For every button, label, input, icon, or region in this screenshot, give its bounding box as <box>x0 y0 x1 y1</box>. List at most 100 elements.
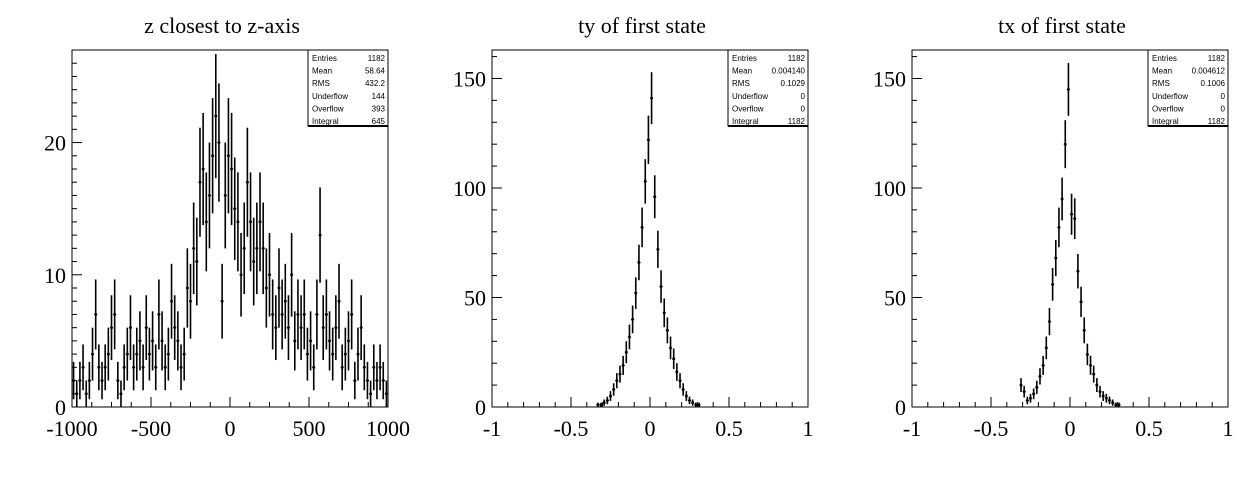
data-marker <box>201 167 205 171</box>
data-point <box>340 344 344 391</box>
data-point <box>1079 286 1083 318</box>
data-marker <box>107 352 110 356</box>
x-tick-label: 0.5 <box>715 416 743 441</box>
data-point <box>653 175 657 219</box>
data-point <box>618 365 622 383</box>
data-marker <box>258 220 262 224</box>
data-marker <box>280 313 284 316</box>
data-marker <box>1051 283 1054 286</box>
data-point <box>173 295 177 361</box>
data-marker <box>637 261 641 264</box>
y-tick-label: 20 <box>44 131 66 156</box>
data-point <box>384 380 388 407</box>
stats-value: 1182 <box>1208 54 1226 63</box>
data-marker <box>157 313 161 316</box>
stats-label: Entries <box>1152 54 1177 63</box>
data-point <box>220 263 224 339</box>
data-point <box>252 217 256 306</box>
data-point <box>176 311 180 371</box>
data-point <box>656 230 660 268</box>
stats-label: Overflow <box>312 104 344 113</box>
data-point <box>138 311 142 371</box>
y-tick-label: 150 <box>453 66 486 91</box>
histogram-panel-3: tx of first state -1 -0.5 0 0.5 1 0 50 100 150 Ent… <box>873 13 1234 441</box>
data-point <box>75 380 79 407</box>
data-marker <box>126 352 129 356</box>
data-marker <box>688 399 691 402</box>
data-marker <box>1089 364 1092 367</box>
data-point <box>1041 355 1045 375</box>
data-marker <box>672 357 675 361</box>
data-marker <box>1079 300 1083 304</box>
data-point <box>166 327 170 381</box>
x-tick-label: 0 <box>225 416 236 441</box>
data-point <box>1111 399 1115 406</box>
data-point <box>157 279 161 350</box>
data-point <box>277 248 281 328</box>
data-marker <box>644 180 647 183</box>
data-marker <box>129 326 132 329</box>
x-tick-label: -0.5 <box>974 416 1009 441</box>
data-point <box>106 327 110 381</box>
data-marker <box>239 273 243 276</box>
data-point <box>634 277 638 309</box>
data-marker <box>255 247 259 250</box>
data-point <box>116 361 120 400</box>
data-marker <box>1092 372 1095 376</box>
x-tick-label: 1 <box>803 416 814 441</box>
data-marker <box>170 300 173 303</box>
stats-label: RMS <box>1152 79 1170 88</box>
data-point <box>362 344 366 391</box>
data-marker <box>230 167 233 171</box>
data-point <box>261 202 265 295</box>
x-tick-label: -1 <box>483 416 501 441</box>
data-marker <box>344 352 347 356</box>
x-tick-label: 0 <box>645 416 656 441</box>
data-point <box>312 344 316 391</box>
data-marker <box>91 352 94 356</box>
data-point <box>185 248 189 328</box>
stats-box-frame <box>1147 49 1229 127</box>
data-marker <box>192 247 195 250</box>
data-marker <box>628 335 631 339</box>
data-marker <box>1070 213 1073 216</box>
data-point <box>154 344 158 391</box>
data-marker <box>599 403 603 407</box>
data-point <box>188 263 193 339</box>
x-tick-label: -500 <box>131 416 171 441</box>
data-point <box>299 295 303 361</box>
data-marker <box>173 326 176 329</box>
data-point <box>160 311 164 371</box>
data-marker <box>1101 394 1105 398</box>
data-point <box>217 83 221 202</box>
data-point <box>675 363 679 381</box>
data-marker <box>271 313 274 316</box>
data-point <box>94 279 98 350</box>
data-marker <box>363 366 366 369</box>
data-point <box>1032 388 1036 400</box>
data-marker <box>681 388 685 391</box>
data-marker <box>375 379 379 382</box>
data-point <box>223 142 227 249</box>
stats-value: 645 <box>372 117 386 126</box>
data-marker <box>328 339 331 343</box>
x-tick-label: 0 <box>1065 416 1076 441</box>
stats-value: 393 <box>372 104 386 113</box>
stats-value: 1182 <box>788 117 806 126</box>
data-marker <box>249 220 252 224</box>
data-marker <box>88 379 91 382</box>
data-point <box>646 115 650 164</box>
data-point <box>381 361 385 400</box>
data-marker <box>1076 270 1080 273</box>
data-point <box>135 327 139 381</box>
data-marker <box>350 313 353 316</box>
data-point <box>678 373 682 389</box>
data-marker <box>691 401 694 404</box>
data-point <box>103 344 107 391</box>
data-point <box>1044 336 1048 360</box>
data-point <box>359 295 363 361</box>
data-point <box>369 380 373 407</box>
data-point <box>248 172 253 272</box>
data-marker <box>1067 88 1070 91</box>
data-point <box>681 383 685 396</box>
